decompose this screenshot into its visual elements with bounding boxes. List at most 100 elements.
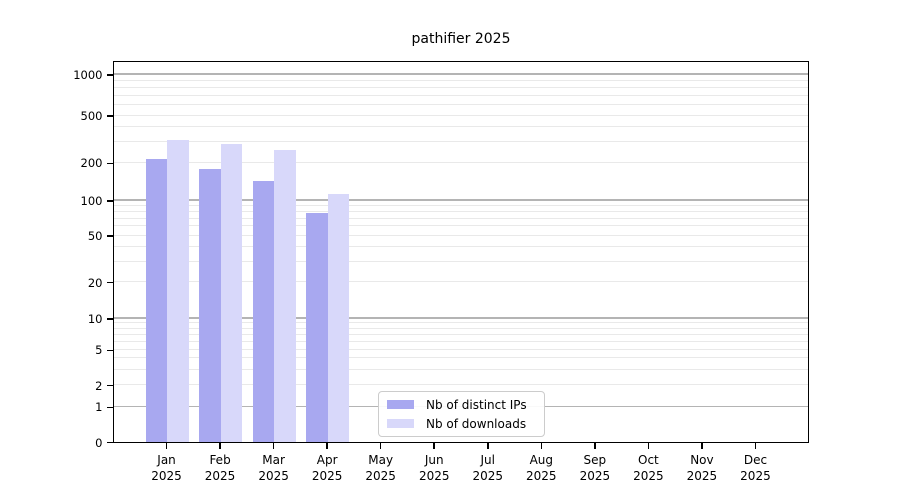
legend-label-distinct-ips: Nb of distinct IPs — [426, 397, 527, 412]
gridline-minor-700 — [113, 94, 808, 96]
gridline-major-10 — [113, 317, 808, 319]
x-tick-mark-jan — [165, 442, 168, 449]
bar-downloads-feb — [220, 144, 243, 442]
x-tick-mark-oct — [647, 442, 650, 449]
bar-distinct-ips-feb — [199, 168, 221, 442]
legend: Nb of distinct IPs Nb of downloads — [378, 391, 545, 437]
gridline-minor-9 — [113, 322, 808, 324]
gridline-minor-6 — [113, 340, 808, 342]
x-tick-mark-aug — [540, 442, 543, 449]
gridline-minor-40 — [113, 245, 808, 247]
gridline-major-100 — [113, 199, 808, 201]
x-tick-year: 2025 — [151, 469, 182, 483]
y-tick-mark-0 — [106, 441, 113, 444]
y-tick-label-0: 0 — [95, 435, 103, 450]
legend-swatch-downloads — [387, 418, 414, 429]
legend-item-distinct-ips: Nb of distinct IPs — [387, 398, 536, 412]
x-tick-label-nov: Nov 2025 — [670, 452, 734, 485]
x-tick-label-mar: Mar 2025 — [242, 452, 306, 485]
bar-downloads-apr — [327, 193, 350, 442]
x-tick-year: 2025 — [740, 469, 771, 483]
gridline-minor-200 — [113, 161, 808, 163]
y-tick-label-200: 200 — [80, 156, 103, 171]
gridline-minor-5 — [113, 348, 808, 350]
y-tick-label-20: 20 — [87, 275, 103, 290]
x-tick-mark-may — [379, 442, 382, 449]
y-tick-label-100: 100 — [80, 194, 103, 208]
y-tick-mark-2 — [106, 384, 113, 387]
gridline-minor-7 — [113, 333, 808, 335]
y-tick-mark-100 — [106, 200, 113, 202]
x-tick-label-oct: Oct 2025 — [616, 452, 680, 485]
x-tick-month: Nov — [690, 452, 714, 467]
x-tick-label-sep: Sep 2025 — [563, 452, 627, 485]
legend-label-downloads: Nb of downloads — [426, 416, 527, 431]
x-tick-year: 2025 — [526, 469, 557, 483]
gridline-minor-50 — [113, 234, 808, 236]
x-tick-month: May — [368, 452, 394, 467]
gridline-minor-500 — [113, 114, 808, 116]
y-tick-mark-1 — [106, 406, 113, 409]
gridline-minor-30 — [113, 260, 808, 262]
x-tick-year: 2025 — [686, 469, 718, 483]
x-tick-month: Sep — [583, 452, 607, 467]
x-tick-month: Mar — [262, 452, 285, 467]
y-tick-mark-10 — [106, 318, 113, 320]
x-tick-year: 2025 — [472, 469, 504, 483]
gridline-minor-60 — [113, 225, 808, 227]
legend-swatch-distinct-ips — [387, 399, 414, 410]
gridline-minor-900 — [113, 79, 808, 81]
x-tick-mark-mar — [272, 442, 275, 449]
gridline-minor-600 — [113, 103, 808, 105]
y-tick-label-1: 1 — [95, 400, 103, 415]
x-tick-year: 2025 — [204, 469, 236, 483]
x-tick-label-dec: Dec 2025 — [723, 452, 787, 485]
gridline-minor-800 — [113, 86, 808, 88]
gridline-minor-8 — [113, 327, 808, 329]
x-tick-label-apr: Apr 2025 — [295, 452, 359, 485]
x-tick-mark-apr — [326, 442, 328, 449]
x-tick-year: 2025 — [311, 469, 343, 483]
y-tick-mark-20 — [106, 281, 113, 284]
y-tick-mark-500 — [106, 115, 113, 117]
gridline-minor-80 — [113, 210, 808, 212]
x-tick-month: Aug — [529, 452, 554, 467]
bar-distinct-ips-mar — [252, 180, 275, 442]
gridline-major-1000 — [113, 73, 808, 75]
x-tick-label-jan: Jan 2025 — [135, 452, 199, 485]
legend-item-downloads: Nb of downloads — [387, 417, 536, 431]
gridline-minor-400 — [113, 126, 808, 128]
x-tick-label-jun: Jun 2025 — [402, 452, 466, 485]
x-tick-month: Apr — [316, 452, 338, 467]
gridline-minor-300 — [113, 140, 808, 142]
x-tick-year: 2025 — [418, 469, 450, 483]
x-tick-mark-sep — [594, 442, 596, 449]
y-tick-label-50: 50 — [87, 229, 103, 243]
y-tick-label-10: 10 — [87, 312, 103, 326]
x-tick-month: Feb — [209, 452, 231, 467]
x-tick-mark-nov — [701, 442, 703, 449]
x-tick-year: 2025 — [258, 469, 289, 483]
x-tick-month: Dec — [743, 452, 768, 467]
gridline-minor-2 — [113, 384, 808, 386]
x-tick-month: Jul — [480, 452, 495, 467]
x-tick-month: Jan — [157, 452, 176, 467]
y-tick-label-1000: 1000 — [73, 68, 103, 82]
gridline-minor-3 — [113, 368, 808, 370]
x-tick-mark-jun — [433, 442, 435, 449]
x-tick-year: 2025 — [633, 469, 664, 483]
gridline-minor-20 — [113, 281, 808, 283]
x-tick-year: 2025 — [579, 469, 611, 483]
y-tick-label-500: 500 — [80, 109, 103, 123]
y-tick-label-2: 2 — [95, 378, 103, 393]
x-tick-month: Oct — [638, 452, 659, 467]
x-tick-label-feb: Feb 2025 — [188, 452, 252, 485]
x-tick-label-jul: Jul 2025 — [456, 452, 520, 485]
x-tick-mark-feb — [219, 442, 221, 449]
y-tick-mark-50 — [106, 235, 113, 237]
gridline-minor-90 — [113, 204, 808, 206]
x-tick-label-may: May 2025 — [349, 452, 413, 485]
bar-distinct-ips-jan — [145, 159, 168, 442]
y-tick-mark-5 — [106, 349, 113, 352]
